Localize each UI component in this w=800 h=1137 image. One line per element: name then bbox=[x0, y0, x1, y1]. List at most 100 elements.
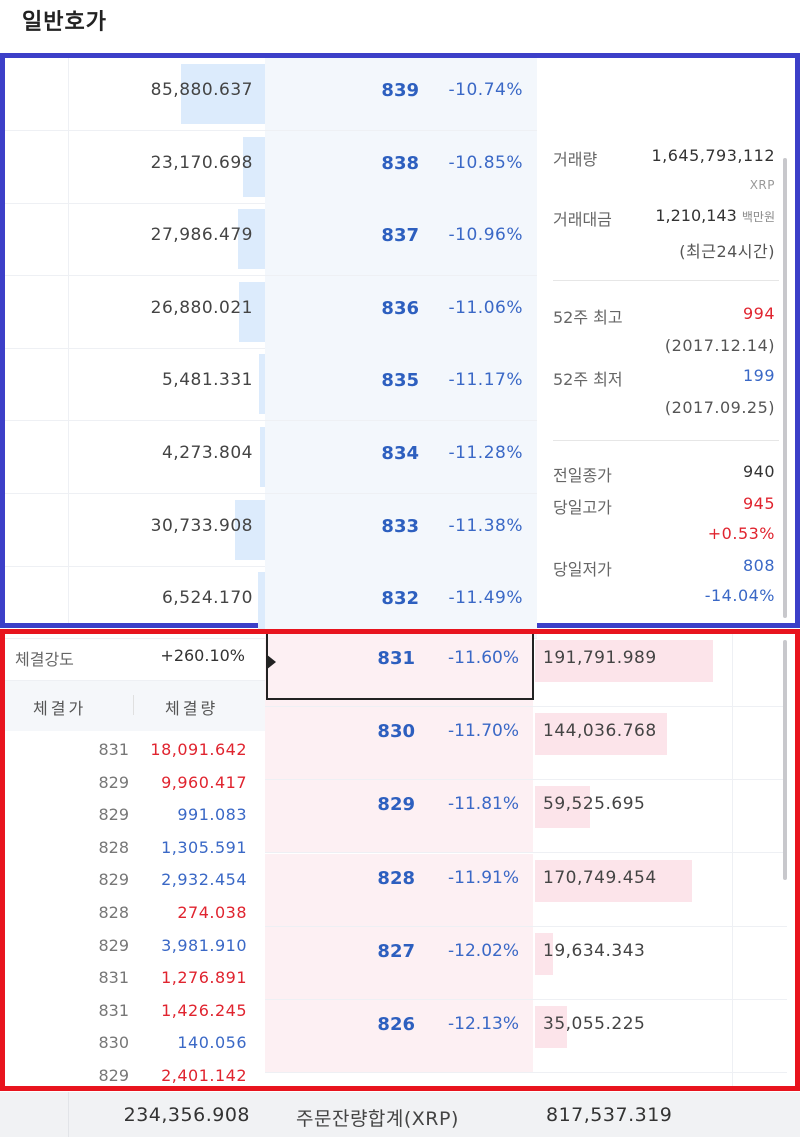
bid-price-cell[interactable]: 830 -11.70% bbox=[265, 707, 533, 780]
bid-row[interactable]: 828 -11.91% 170,749.454 bbox=[265, 853, 787, 927]
volume-row: 거래량 1,645,793,112 bbox=[553, 146, 783, 169]
ask-total: 234,356.908 bbox=[123, 1104, 250, 1126]
ask-price: 839 bbox=[381, 80, 419, 101]
trade-qty: 1,276.891 bbox=[161, 968, 247, 988]
ask-price-cell[interactable]: 834 -11.28% bbox=[265, 421, 537, 493]
day-high-value: 945 bbox=[742, 494, 775, 513]
bid-qty: 170,749.454 bbox=[543, 867, 657, 888]
bid-row[interactable]: 827 -12.02% 19,634.343 bbox=[265, 926, 787, 1000]
bid-depth-bar bbox=[535, 859, 692, 902]
ask-price: 835 bbox=[381, 370, 419, 392]
bid-row[interactable]: 830 -11.70% 144,036.768 bbox=[265, 707, 787, 781]
prev-close-label: 전일종가 bbox=[553, 466, 612, 485]
bid-depth-bar bbox=[535, 640, 713, 682]
volume-unit-row: XRP bbox=[553, 178, 783, 196]
ask-qty-cell[interactable]: 26,880.021 bbox=[69, 276, 265, 348]
bid-price-cell[interactable]: 829 -11.81% bbox=[265, 780, 533, 853]
ask-row[interactable]: 4,273.804 834 -11.28% bbox=[5, 421, 537, 494]
prev-close-value: 940 bbox=[742, 462, 775, 481]
bid-qty-cell[interactable]: 59,525.695 bbox=[533, 780, 729, 852]
ask-price-cell[interactable]: 837 -10.96% bbox=[265, 203, 537, 276]
bid-qty-cell[interactable]: 170,749.454 bbox=[533, 854, 729, 926]
ask-row[interactable]: 30,733.908 833 -11.38% bbox=[5, 493, 537, 567]
bid-change-pct: -11.70% bbox=[448, 721, 519, 742]
low52-date: (2017.09.25) bbox=[664, 398, 775, 417]
ask-qty-cell[interactable]: 4,273.804 bbox=[69, 421, 265, 493]
ask-qty-cell[interactable]: 5,481.331 bbox=[69, 348, 265, 420]
ask-row[interactable]: 27,986.479 837 -10.96% bbox=[5, 203, 537, 277]
bid-price-cell[interactable]: 826 -12.13% bbox=[265, 1000, 533, 1072]
current-price-marker bbox=[266, 634, 534, 700]
bid-depth-bar bbox=[535, 1006, 567, 1048]
strength-label: 체결강도 bbox=[15, 650, 74, 669]
bid-qty: 19,634.343 bbox=[543, 940, 646, 961]
ask-qty-cell[interactable]: 27,986.479 bbox=[69, 203, 265, 275]
ask-price-cell[interactable]: 832 -11.49% bbox=[265, 566, 537, 639]
trade-row: 829 3,981.910 bbox=[5, 936, 265, 968]
trade-qty-header: 체결량 bbox=[165, 699, 219, 718]
column-divider bbox=[68, 1092, 69, 1137]
day-high-pct-row: +0.53% bbox=[553, 524, 783, 546]
bid-row[interactable]: 829 -11.81% 59,525.695 bbox=[265, 780, 787, 854]
ask-price-cell[interactable]: 839 -10.74% bbox=[265, 58, 537, 130]
trade-price-header: 체결가 bbox=[33, 699, 87, 718]
volume-unit: XRP bbox=[749, 178, 775, 192]
ask-price-cell[interactable]: 838 -10.85% bbox=[265, 130, 537, 203]
period-row: (최근24시간) bbox=[553, 238, 783, 261]
ask-qty: 4,273.804 bbox=[161, 443, 253, 463]
ask-row[interactable]: 6,524.170 832 -11.49% bbox=[5, 566, 537, 640]
trade-row: 829 991.083 bbox=[5, 805, 265, 837]
ask-price-cell[interactable]: 833 -11.38% bbox=[265, 493, 537, 566]
bid-qty-cell[interactable]: 191,791.989 bbox=[533, 634, 729, 706]
period-label: (최근24시간) bbox=[679, 242, 775, 261]
divider bbox=[553, 280, 779, 281]
total-label: 주문잔량합계(XRP) bbox=[296, 1108, 459, 1130]
column-divider bbox=[68, 58, 69, 623]
trade-qty: 3,981.910 bbox=[161, 935, 247, 955]
bid-qty-cell[interactable]: 35,055.225 bbox=[533, 1000, 729, 1072]
ask-price-cell[interactable]: 836 -11.06% bbox=[265, 275, 537, 348]
bid-price-cell[interactable]: 827 -12.02% bbox=[265, 926, 533, 999]
bid-price-cell[interactable]: 831 -11.60% bbox=[265, 634, 533, 706]
ask-qty-cell[interactable]: 30,733.908 bbox=[69, 494, 265, 566]
trade-price: 829 bbox=[98, 870, 129, 890]
ask-qty-cell[interactable]: 6,524.170 bbox=[69, 566, 265, 638]
bid-row[interactable]: 826 -12.13% 35,055.225 bbox=[265, 1000, 787, 1073]
ask-row[interactable]: 85,880.637 839 -10.74% bbox=[5, 58, 537, 131]
ask-row[interactable]: 5,481.331 835 -11.17% bbox=[5, 348, 537, 422]
bid-qty: 144,036.768 bbox=[543, 721, 657, 742]
high52-label: 52주 최고 bbox=[553, 308, 623, 327]
ask-change-pct: -10.96% bbox=[448, 225, 523, 246]
ask-price: 832 bbox=[381, 588, 419, 610]
trade-qty: 9,960.417 bbox=[161, 772, 247, 792]
ask-price: 837 bbox=[381, 225, 419, 247]
ask-change-pct: -11.06% bbox=[448, 297, 523, 318]
bid-depth-bar bbox=[535, 786, 590, 829]
ask-row[interactable]: 23,170.698 838 -10.85% bbox=[5, 130, 537, 204]
ask-row[interactable]: 26,880.021 836 -11.06% bbox=[5, 275, 537, 349]
day-high-label: 당일고가 bbox=[553, 498, 612, 517]
orderbook-scrollbar[interactable] bbox=[783, 640, 787, 880]
info-scrollbar[interactable] bbox=[783, 158, 787, 618]
low52-date-row: (2017.09.25) bbox=[553, 398, 783, 420]
trade-qty: 2,932.454 bbox=[161, 870, 247, 890]
bid-change-pct: -11.91% bbox=[448, 867, 519, 888]
market-info-panel: 거래량 1,645,793,112 XRP 거래대금 1,210,143 백만원… bbox=[537, 58, 787, 623]
bid-price: 831 bbox=[377, 648, 415, 669]
ask-qty: 5,481.331 bbox=[161, 370, 253, 391]
trade-strength: 체결강도 +260.10% bbox=[5, 634, 265, 681]
trade-row: 828 1,305.591 bbox=[5, 838, 265, 870]
ask-depth-bar bbox=[235, 499, 265, 560]
ask-price-cell[interactable]: 835 -11.17% bbox=[265, 348, 537, 421]
ask-qty-cell[interactable]: 85,880.637 bbox=[69, 58, 265, 130]
ask-qty-cell[interactable]: 23,170.698 bbox=[69, 131, 265, 203]
bid-qty-cell[interactable]: 19,634.343 bbox=[533, 927, 729, 999]
ask-depth-bar bbox=[243, 136, 265, 197]
volume-value: 1,645,793,112 bbox=[651, 146, 775, 165]
trade-row: 829 2,401.142 bbox=[5, 1066, 265, 1086]
bid-orderbook-highlight bbox=[0, 629, 800, 1091]
prev-close-row: 전일종가 940 bbox=[553, 462, 783, 485]
bid-row[interactable]: 831 -11.60% 191,791.989 bbox=[265, 634, 787, 707]
bid-qty-cell[interactable]: 144,036.768 bbox=[533, 707, 729, 779]
bid-price-cell[interactable]: 828 -11.91% bbox=[265, 853, 533, 926]
